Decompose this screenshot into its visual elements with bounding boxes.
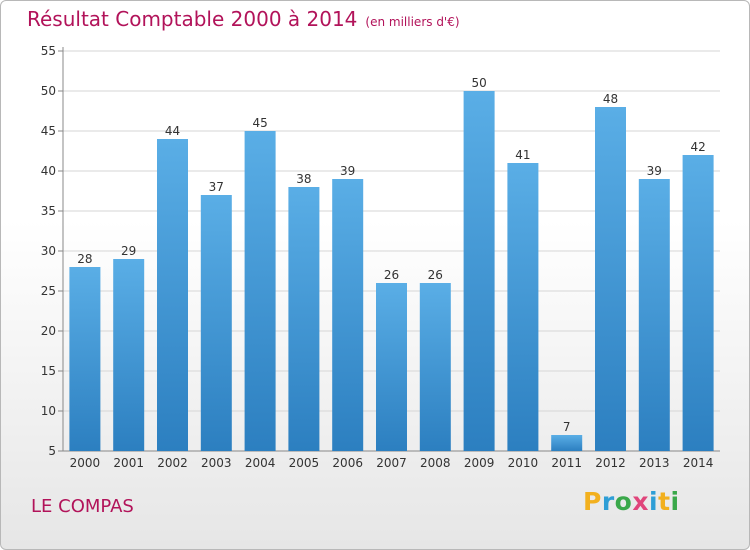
y-tick-label: 5	[48, 444, 56, 458]
bar	[332, 179, 364, 451]
bar-value-label: 41	[515, 148, 530, 162]
bar-value-label: 26	[428, 268, 443, 282]
bar	[595, 107, 626, 451]
x-tick-label: 2006	[332, 456, 363, 470]
x-tick-label: 2011	[551, 456, 582, 470]
proxiti-logo: Proxiti	[583, 487, 680, 516]
y-tick-label: 30	[41, 244, 56, 258]
logo-letter: r	[601, 487, 615, 516]
logo-letter: o	[614, 487, 633, 516]
y-tick-label: 10	[41, 404, 56, 418]
bar-value-label: 45	[252, 116, 267, 130]
bar	[507, 163, 539, 451]
y-tick-label: 40	[41, 164, 56, 178]
chart-title: Résultat Comptable 2000 à 2014 (en millie…	[27, 7, 460, 31]
y-tick-label: 50	[41, 84, 56, 98]
bar-value-label: 44	[165, 124, 180, 138]
logo-letter: t	[658, 487, 671, 516]
x-tick-label: 2003	[201, 456, 232, 470]
bar-value-label: 29	[121, 244, 136, 258]
bar	[419, 283, 451, 451]
bar-value-label: 39	[340, 164, 355, 178]
chart-title-text: Résultat Comptable 2000 à 2014	[27, 7, 358, 31]
x-tick-label: 2008	[420, 456, 451, 470]
bar	[244, 131, 276, 451]
bar-value-label: 48	[603, 92, 618, 106]
bar-value-label: 28	[77, 252, 92, 266]
x-tick-label: 2013	[639, 456, 670, 470]
y-tick-label: 20	[41, 324, 56, 338]
bar	[69, 267, 101, 451]
value-labels: 28 29 44 37 45 38 39 26 26 50 41 7 48 39 42	[77, 76, 705, 434]
x-tick-label: 2014	[683, 456, 714, 470]
bar	[551, 435, 583, 451]
x-tick-label: 2001	[113, 456, 144, 470]
x-tick-label: 2002	[157, 456, 188, 470]
bars	[69, 91, 714, 451]
x-tick-label: 2004	[245, 456, 276, 470]
logo-letter: P	[583, 487, 602, 516]
bar-value-label: 50	[471, 76, 486, 90]
bar-value-label: 37	[209, 180, 224, 194]
bar-value-label: 7	[563, 420, 571, 434]
x-tick-label: 2005	[289, 456, 320, 470]
y-tick-label: 25	[41, 284, 56, 298]
x-tick-label: 2009	[464, 456, 495, 470]
logo-letter: x	[632, 487, 649, 516]
bar-value-label: 38	[296, 172, 311, 186]
bar	[113, 259, 145, 451]
y-tick-label: 15	[41, 364, 56, 378]
bar-value-label: 42	[690, 140, 705, 154]
bar	[376, 283, 407, 451]
bar-value-label: 26	[384, 268, 399, 282]
logo-letter: i	[670, 487, 680, 516]
bar	[200, 195, 232, 451]
commune-name: LE COMPAS	[31, 496, 134, 517]
y-tick-label: 45	[41, 124, 56, 138]
y-tick-labels: 5 10 15 20 25 30 35 40 45 50 55	[41, 44, 56, 458]
bar	[463, 91, 495, 451]
x-tick-label: 2010	[508, 456, 539, 470]
bar-value-label: 39	[647, 164, 662, 178]
y-tick-label: 55	[41, 44, 56, 58]
logo-letter: i	[649, 487, 659, 516]
chart-unit: (en milliers d'€)	[365, 15, 460, 29]
x-tick-labels: 2000 2001 2002 2003 2004 2005 2006 2007 2008 2009…	[70, 456, 714, 470]
x-tick-label: 2007	[376, 456, 407, 470]
x-tick-label: 2012	[595, 456, 626, 470]
bar	[288, 187, 320, 451]
x-tick-label: 2000	[70, 456, 101, 470]
y-tick-label: 35	[41, 204, 56, 218]
bar	[157, 139, 188, 451]
bar	[638, 179, 670, 451]
bar	[682, 155, 714, 451]
